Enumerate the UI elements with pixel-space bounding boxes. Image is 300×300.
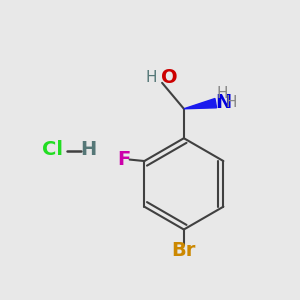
Text: O: O — [160, 68, 177, 87]
Text: H: H — [226, 95, 237, 110]
Text: H: H — [146, 70, 157, 85]
Text: N: N — [215, 93, 231, 112]
Polygon shape — [184, 98, 217, 109]
Text: Br: Br — [172, 241, 196, 260]
Text: H: H — [80, 140, 96, 160]
Text: Cl: Cl — [42, 140, 63, 160]
Text: F: F — [117, 150, 130, 169]
Text: H: H — [217, 86, 228, 101]
